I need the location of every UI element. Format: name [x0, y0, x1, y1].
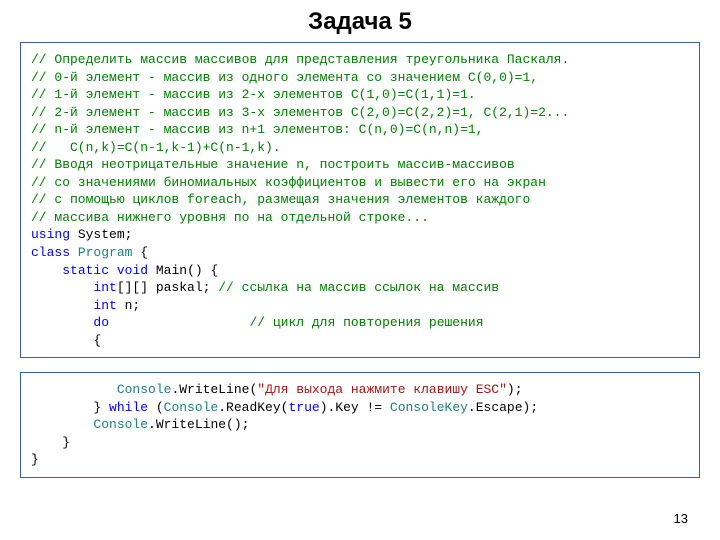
code-token: { — [132, 245, 148, 260]
code-line: int[][] paskal; // ссылка на массив ссыл… — [31, 279, 689, 297]
code-line: int n; — [31, 297, 689, 315]
page-title: Задача 5 — [0, 0, 720, 42]
code-token — [109, 263, 117, 278]
code-line: // Определить массив массивов для предст… — [31, 51, 689, 69]
code-line: // 2-й элемент - массив из 3-х элементов… — [31, 104, 689, 122]
code-token: true — [288, 400, 319, 415]
code-token: // ссылка на массив ссылок на массив — [218, 280, 499, 295]
code-token — [31, 417, 93, 432]
code-line: // Вводя неотрицательные значение n, пос… — [31, 156, 689, 174]
code-token: ConsoleKey — [390, 400, 468, 415]
code-token: .Escape); — [468, 400, 538, 415]
code-token: { — [31, 333, 101, 348]
code-token: .ReadKey( — [218, 400, 288, 415]
code-token: ( — [148, 400, 164, 415]
code-line: } — [31, 434, 689, 452]
code-token — [31, 298, 93, 313]
code-token — [31, 280, 93, 295]
code-token: // со значениями биномиальных коэффициен… — [31, 175, 546, 190]
code-token: .WriteLine(); — [148, 417, 249, 432]
code-token — [70, 245, 78, 260]
code-line: do // цикл для повторения решения — [31, 314, 689, 332]
code-token: .WriteLine( — [171, 382, 257, 397]
code-token — [109, 315, 249, 330]
code-token: // 0-й элемент - массив из одного элемен… — [31, 70, 538, 85]
code-token: void — [117, 263, 148, 278]
code-token — [31, 382, 117, 397]
code-token: static — [62, 263, 109, 278]
code-token: int — [93, 298, 116, 313]
code-token: // цикл для повторения решения — [249, 315, 483, 330]
code-line: Console.WriteLine("Для выхода нажмите кл… — [31, 381, 689, 399]
code-token: // с помощью циклов foreach, размещая зн… — [31, 192, 530, 207]
code-token: Console — [164, 400, 219, 415]
code-token: } — [31, 452, 39, 467]
code-line: // С(n,k)=С(n-1,k-1)+С(n-1,k). — [31, 139, 689, 157]
code-token: // массива нижнего уровня по на отдельно… — [31, 210, 429, 225]
code-line: // массива нижнего уровня по на отдельно… — [31, 209, 689, 227]
code-token — [31, 263, 62, 278]
code-token: do — [93, 315, 109, 330]
code-line: } while (Console.ReadKey(true).Key != Co… — [31, 399, 689, 417]
code-block-bottom: Console.WriteLine("Для выхода нажмите кл… — [20, 372, 700, 478]
code-token: // Вводя неотрицательные значение n, пос… — [31, 157, 515, 172]
code-token: // n-й элемент - массив из n+1 элементов… — [31, 122, 483, 137]
code-token: Main() { — [148, 263, 218, 278]
code-token: // 2-й элемент - массив из 3-х элементов… — [31, 105, 569, 120]
page-number: 13 — [674, 511, 688, 526]
code-token: [][] paskal; — [117, 280, 218, 295]
code-token: ).Key != — [320, 400, 390, 415]
code-token: int — [93, 280, 116, 295]
code-line: class Program { — [31, 244, 689, 262]
code-token: using — [31, 227, 70, 242]
code-line: // с помощью циклов foreach, размещая зн… — [31, 191, 689, 209]
code-token: "Для выхода нажмите клавишу ESC" — [257, 382, 507, 397]
code-line: { — [31, 332, 689, 350]
code-token: Console — [93, 417, 148, 432]
code-token: } — [31, 435, 70, 450]
code-token: while — [109, 400, 148, 415]
code-line: static void Main() { — [31, 262, 689, 280]
code-token: System; — [70, 227, 132, 242]
code-token: // 1-й элемент - массив из 2-х элементов… — [31, 87, 476, 102]
code-token: n; — [117, 298, 140, 313]
code-token — [31, 315, 93, 330]
code-line: // со значениями биномиальных коэффициен… — [31, 174, 689, 192]
code-token: // С(n,k)=С(n-1,k-1)+С(n-1,k). — [31, 140, 281, 155]
code-token: Console — [117, 382, 172, 397]
code-line: // 1-й элемент - массив из 2-х элементов… — [31, 86, 689, 104]
code-line: } — [31, 451, 689, 469]
code-token: class — [31, 245, 70, 260]
code-line: Console.WriteLine(); — [31, 416, 689, 434]
code-token: // Определить массив массивов для предст… — [31, 52, 569, 67]
code-token: ); — [507, 382, 523, 397]
code-token: Program — [78, 245, 133, 260]
code-block-top: // Определить массив массивов для предст… — [20, 42, 700, 358]
code-line: using System; — [31, 226, 689, 244]
code-token: } — [31, 400, 109, 415]
code-line: // n-й элемент - массив из n+1 элементов… — [31, 121, 689, 139]
code-line: // 0-й элемент - массив из одного элемен… — [31, 69, 689, 87]
